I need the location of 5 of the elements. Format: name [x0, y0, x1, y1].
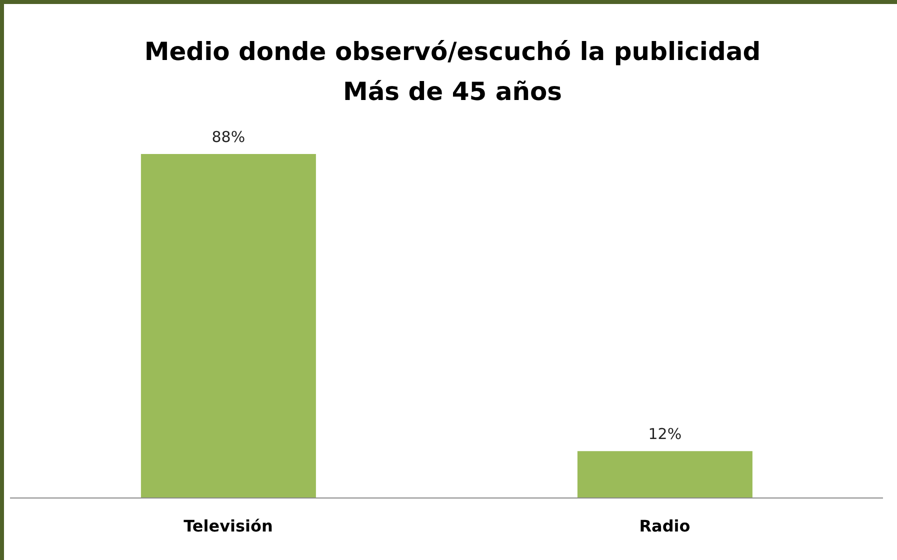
data-label: 88% — [212, 128, 246, 146]
data-label: 12% — [648, 425, 682, 444]
chart-title: Medio donde observó/escuchó la publicidad Más de 45 años — [143, 36, 762, 108]
x-tick-label: Televisión — [184, 516, 273, 536]
x-tick-label: Radio — [639, 516, 690, 536]
